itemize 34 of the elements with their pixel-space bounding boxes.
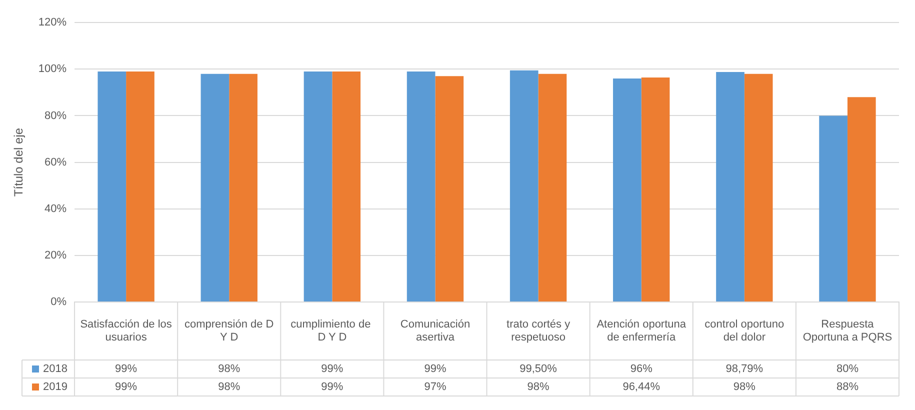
legend-label: 2019: [43, 381, 68, 394]
data-label: 96,44%: [622, 381, 660, 394]
x-tick-label: Satisfacción de los usuarios: [80, 318, 172, 344]
data-label: 99%: [321, 381, 344, 394]
data-label: 96%: [630, 363, 653, 376]
y-tick-label: 100%: [38, 63, 67, 76]
data-label: 97%: [424, 381, 446, 394]
data-label: 80%: [836, 363, 859, 376]
y-tick-label: 20%: [44, 249, 67, 262]
y-tick-label: 80%: [44, 110, 67, 122]
x-tick-label: Respuesta Oportuna a PQRS: [802, 318, 892, 344]
x-tick-label: cumplimiento de D Y D: [290, 318, 374, 344]
y-tick-label: 120%: [38, 16, 67, 29]
data-label: 99%: [115, 381, 138, 394]
x-tick-label: trato cortés y respetuoso: [506, 318, 571, 344]
data-label: 99%: [115, 363, 138, 376]
x-tick-label: Comunicación asertiva: [400, 318, 470, 344]
data-label: 98%: [218, 381, 240, 394]
x-tick-label: control oportuno del dolor: [704, 318, 784, 344]
data-label: 99%: [424, 363, 446, 376]
data-label: 98%: [527, 381, 550, 394]
y-axis-title: Título del eje: [12, 128, 26, 197]
data-label: 99,50%: [520, 363, 558, 376]
y-tick-label: 60%: [44, 156, 67, 168]
data-label: 98%: [733, 381, 756, 394]
data-label: 98,79%: [726, 363, 764, 376]
x-tick-label: comprensión de D Y D: [184, 318, 274, 344]
y-tick-label: 40%: [44, 202, 67, 215]
legend-label: 2018: [43, 363, 68, 376]
data-label: 88%: [836, 381, 859, 394]
data-label: 98%: [218, 363, 240, 376]
data-label: 99%: [321, 363, 344, 376]
y-tick-label: 0%: [50, 296, 67, 308]
x-tick-label: Atención oportuna de enfermería: [596, 318, 687, 344]
